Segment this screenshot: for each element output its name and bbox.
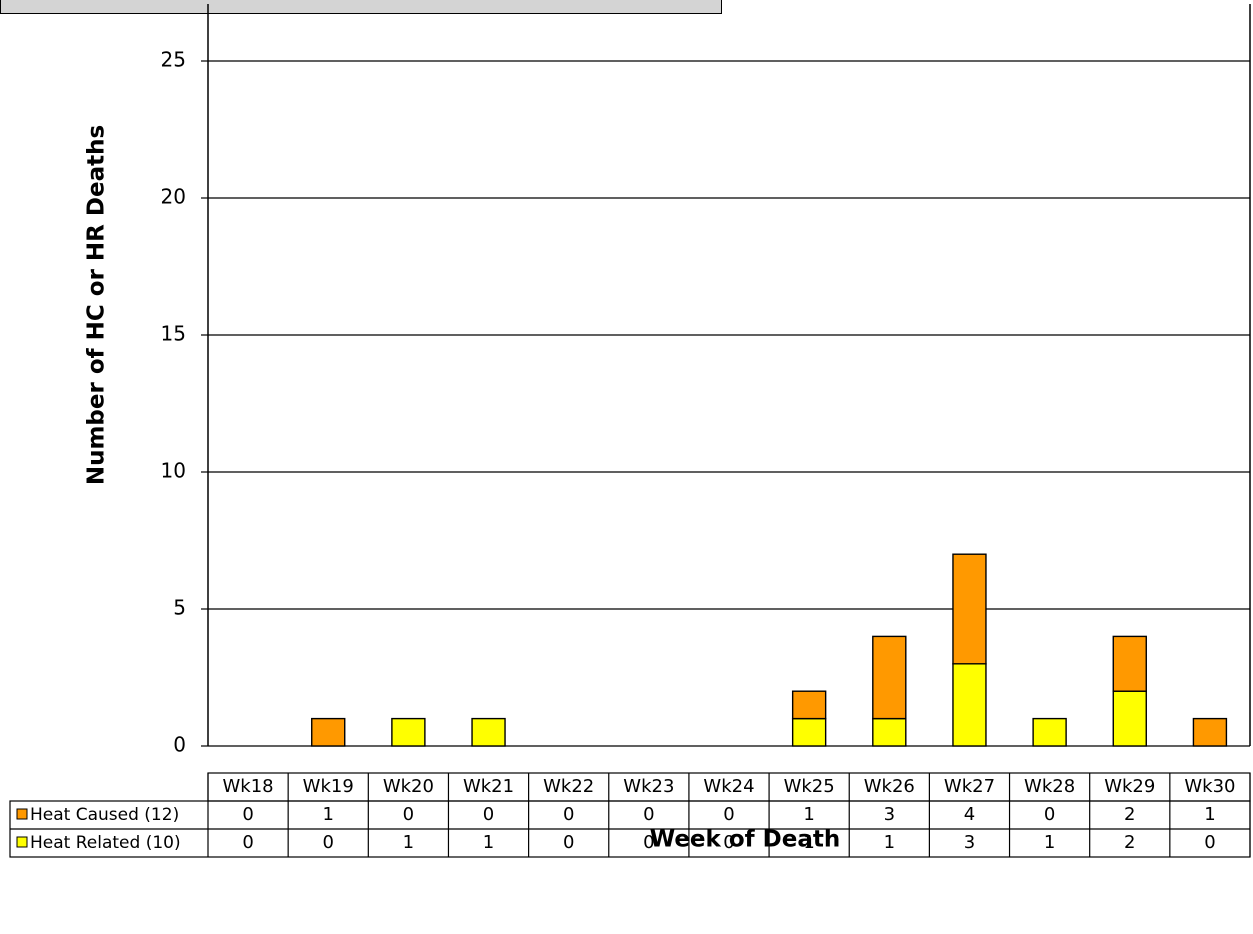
gridlines [208, 60, 1250, 747]
legend-key-heat-related-10 [16, 836, 28, 848]
table-value-heat-caused-12-wk24: 0 [723, 804, 734, 825]
table-value-heat-related-10-wk24: 0 [723, 832, 734, 853]
bar-wk26-heat-caused-12 [872, 635, 907, 720]
table-value-heat-caused-12-wk22: 0 [563, 804, 574, 825]
table-value-heat-related-10-wk28: 1 [1044, 832, 1055, 853]
table-value-heat-caused-12-wk23: 0 [643, 804, 654, 825]
bar-wk27-heat-related-10 [952, 663, 987, 747]
bar-wk29-heat-related-10 [1112, 690, 1147, 747]
bar-wk21-heat-related-10 [471, 717, 506, 747]
y-tick-label-25: 25 [161, 48, 186, 72]
legend-key-heat-caused-12 [16, 808, 28, 820]
y-axis-ticks: 0 5 10 15 20 25 [161, 48, 208, 757]
table-value-heat-caused-12-wk29: 2 [1124, 804, 1135, 825]
bars [311, 553, 1228, 747]
table-value-heat-related-10-wk23: 0 [643, 832, 654, 853]
y-tick-label-5: 5 [173, 596, 186, 620]
y-tick-label-20: 20 [161, 185, 186, 209]
table-value-heat-related-10-wk30: 0 [1204, 832, 1215, 853]
table-value-heat-related-10-wk22: 0 [563, 832, 574, 853]
table-value-heat-related-10-wk20: 1 [403, 832, 414, 853]
table-value-heat-caused-12-wk28: 0 [1044, 804, 1055, 825]
bar-wk30-heat-caused-12 [1192, 717, 1228, 747]
x-category-label-wk18: Wk18 [223, 776, 274, 797]
y-axis-title: Number of HC or HR Deaths [84, 125, 110, 485]
bar-wk26-heat-related-10 [872, 717, 907, 747]
bar-wk25-heat-related-10 [791, 717, 827, 747]
x-category-label-wk23: Wk23 [623, 776, 674, 797]
table-value-heat-caused-12-wk21: 0 [483, 804, 494, 825]
table-value-heat-related-10-wk27: 3 [964, 832, 975, 853]
table-value-heat-related-10-wk21: 1 [483, 832, 494, 853]
bar-wk25-heat-caused-12 [791, 690, 827, 720]
y-tick-label-10: 10 [161, 459, 186, 483]
x-category-label-wk22: Wk22 [543, 776, 594, 797]
table-value-heat-caused-12-wk20: 0 [403, 804, 414, 825]
table-value-heat-related-10-wk29: 2 [1124, 832, 1135, 853]
x-category-label-wk21: Wk21 [463, 776, 514, 797]
table-value-heat-caused-12-wk30: 1 [1204, 804, 1215, 825]
table-value-heat-related-10-wk26: 1 [884, 832, 895, 853]
bar-wk29-heat-caused-12 [1112, 635, 1147, 692]
x-category-label-wk20: Wk20 [383, 776, 434, 797]
bar-wk27-heat-caused-12 [952, 553, 987, 665]
table-value-heat-related-10-wk25: 1 [803, 832, 814, 853]
legend-label-heat-caused-12: Heat Caused (12) [30, 805, 179, 825]
x-category-label-wk28: Wk28 [1024, 776, 1075, 797]
table-value-heat-caused-12-wk18: 0 [242, 804, 253, 825]
bar-wk28-heat-related-10 [1032, 717, 1067, 747]
table-value-heat-caused-12-wk25: 1 [803, 804, 814, 825]
plot-frame [207, 4, 1251, 746]
y-tick-label-0: 0 [173, 733, 186, 757]
bar-wk20-heat-related-10 [391, 717, 426, 747]
legend-label-heat-related-10: Heat Related (10) [30, 833, 181, 853]
data-table: Wk18 Wk19 Wk20 Wk21 Wk22 Wk23 Wk24 Wk25 Wk26 Wk27… [9, 772, 1251, 858]
chart-title-box [0, 0, 722, 14]
table-value-heat-caused-12-wk26: 3 [884, 804, 895, 825]
x-category-label-wk19: Wk19 [303, 776, 354, 797]
y-tick-label-15: 15 [161, 322, 186, 346]
x-axis-title: Week of Death [650, 827, 840, 853]
x-category-label-wk25: Wk25 [784, 776, 835, 797]
table-value-heat-caused-12-wk27: 4 [964, 804, 975, 825]
x-category-label-wk30: Wk30 [1184, 776, 1235, 797]
x-category-label-wk29: Wk29 [1104, 776, 1155, 797]
table-value-heat-caused-12-wk19: 1 [323, 804, 334, 825]
bar-wk19-heat-caused-12 [311, 717, 346, 747]
table-value-heat-related-10-wk18: 0 [242, 832, 253, 853]
x-category-label-wk26: Wk26 [864, 776, 915, 797]
x-category-label-wk24: Wk24 [703, 776, 754, 797]
x-category-label-wk27: Wk27 [944, 776, 995, 797]
table-value-heat-related-10-wk19: 0 [323, 832, 334, 853]
